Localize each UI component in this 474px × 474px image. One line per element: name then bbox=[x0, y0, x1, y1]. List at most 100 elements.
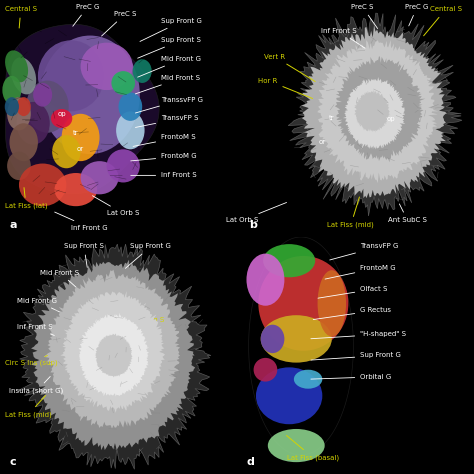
Ellipse shape bbox=[263, 244, 315, 277]
Ellipse shape bbox=[81, 43, 133, 90]
Text: or: or bbox=[77, 146, 84, 152]
Polygon shape bbox=[95, 333, 133, 377]
Ellipse shape bbox=[33, 83, 52, 107]
Ellipse shape bbox=[116, 111, 145, 149]
Polygon shape bbox=[44, 270, 180, 429]
Ellipse shape bbox=[5, 50, 28, 82]
Text: FrontoM S: FrontoM S bbox=[133, 135, 196, 146]
Text: Sup Front G: Sup Front G bbox=[125, 244, 171, 268]
Polygon shape bbox=[354, 91, 391, 133]
Ellipse shape bbox=[268, 429, 325, 462]
Text: PreC G: PreC G bbox=[73, 4, 99, 26]
Ellipse shape bbox=[246, 254, 284, 306]
Polygon shape bbox=[301, 25, 447, 198]
Text: Inf Front S: Inf Front S bbox=[131, 173, 197, 178]
Text: op: op bbox=[57, 111, 66, 117]
Text: Sup Front G: Sup Front G bbox=[140, 18, 202, 41]
Text: tr: tr bbox=[329, 116, 335, 121]
Text: Cing S: Cing S bbox=[121, 317, 164, 323]
Ellipse shape bbox=[256, 367, 322, 424]
Ellipse shape bbox=[52, 135, 81, 168]
Ellipse shape bbox=[7, 97, 31, 130]
Ellipse shape bbox=[38, 40, 104, 111]
Text: Inf Front G: Inf Front G bbox=[55, 212, 108, 230]
Ellipse shape bbox=[5, 97, 19, 116]
Ellipse shape bbox=[40, 36, 140, 154]
Ellipse shape bbox=[51, 109, 72, 128]
Text: b: b bbox=[249, 220, 257, 230]
Text: Sup Front G: Sup Front G bbox=[311, 353, 401, 360]
Text: Circ S Ins (sup): Circ S Ins (sup) bbox=[5, 356, 57, 366]
Text: op: op bbox=[387, 116, 395, 121]
Text: Lat Fiss (mid): Lat Fiss (mid) bbox=[328, 197, 374, 228]
Text: Inf Front S: Inf Front S bbox=[17, 324, 55, 336]
Text: Sup Front S: Sup Front S bbox=[64, 244, 104, 267]
Text: PreC S: PreC S bbox=[351, 4, 378, 28]
Ellipse shape bbox=[111, 71, 135, 95]
Ellipse shape bbox=[118, 92, 142, 121]
Ellipse shape bbox=[26, 81, 69, 133]
Ellipse shape bbox=[19, 164, 66, 206]
Text: Central S: Central S bbox=[424, 7, 462, 36]
Text: Lat Fiss (mid): Lat Fiss (mid) bbox=[5, 395, 52, 418]
Text: Mid Front G: Mid Front G bbox=[17, 298, 59, 311]
Text: d: d bbox=[246, 457, 255, 467]
Ellipse shape bbox=[17, 97, 31, 116]
Polygon shape bbox=[317, 40, 438, 183]
Text: Lat Fiss (lat): Lat Fiss (lat) bbox=[5, 188, 47, 210]
Text: TranssvFP G: TranssvFP G bbox=[136, 97, 203, 113]
Text: G Rectus: G Rectus bbox=[313, 308, 391, 319]
Polygon shape bbox=[79, 313, 149, 397]
Ellipse shape bbox=[9, 123, 38, 161]
Text: Lat Fiss (basal): Lat Fiss (basal) bbox=[287, 436, 339, 461]
Text: Mid Front S: Mid Front S bbox=[40, 270, 79, 287]
Text: Inf Front S: Inf Front S bbox=[321, 28, 365, 48]
Text: or: or bbox=[319, 139, 326, 145]
Text: c: c bbox=[9, 457, 16, 467]
Text: "H-shaped" S: "H-shaped" S bbox=[311, 331, 406, 339]
Polygon shape bbox=[31, 260, 195, 450]
Text: Orbital G: Orbital G bbox=[311, 374, 392, 380]
Text: Vert R: Vert R bbox=[264, 54, 315, 82]
Text: Central S: Central S bbox=[5, 7, 37, 28]
Ellipse shape bbox=[81, 161, 118, 194]
Text: PreC G: PreC G bbox=[405, 4, 429, 26]
Polygon shape bbox=[60, 291, 165, 413]
Ellipse shape bbox=[11, 57, 36, 94]
Ellipse shape bbox=[318, 270, 346, 337]
Ellipse shape bbox=[261, 325, 284, 353]
Text: Ant SubC S: Ant SubC S bbox=[388, 204, 427, 223]
Ellipse shape bbox=[254, 358, 277, 382]
Text: Cing G: Cing G bbox=[123, 340, 161, 358]
Text: TransvFP S: TransvFP S bbox=[136, 116, 199, 128]
Ellipse shape bbox=[62, 114, 100, 161]
Text: tr: tr bbox=[73, 130, 79, 136]
Polygon shape bbox=[18, 244, 211, 469]
Text: Olfact S: Olfact S bbox=[318, 286, 388, 298]
Text: a: a bbox=[9, 220, 17, 230]
Ellipse shape bbox=[294, 370, 322, 389]
Ellipse shape bbox=[261, 315, 332, 363]
Text: Mid Front G: Mid Front G bbox=[137, 56, 201, 77]
Polygon shape bbox=[6, 24, 159, 194]
Text: Insula (short G): Insula (short G) bbox=[9, 376, 64, 394]
Polygon shape bbox=[343, 77, 405, 150]
Ellipse shape bbox=[133, 59, 152, 83]
Text: PreC S: PreC S bbox=[101, 11, 136, 36]
Ellipse shape bbox=[258, 256, 348, 351]
Text: TransvFP G: TransvFP G bbox=[330, 244, 399, 260]
Text: Lat Orb S: Lat Orb S bbox=[92, 196, 139, 216]
Text: Lat Orb S: Lat Orb S bbox=[226, 202, 287, 223]
Polygon shape bbox=[335, 56, 425, 162]
Ellipse shape bbox=[17, 102, 50, 145]
Polygon shape bbox=[288, 13, 462, 216]
Text: Mid Front S: Mid Front S bbox=[136, 75, 200, 94]
Ellipse shape bbox=[107, 149, 140, 182]
Text: FrontoM G: FrontoM G bbox=[325, 265, 396, 279]
Ellipse shape bbox=[2, 76, 21, 104]
Text: Sup Front S: Sup Front S bbox=[137, 37, 201, 58]
Ellipse shape bbox=[7, 152, 31, 180]
Text: FrontoM G: FrontoM G bbox=[131, 154, 197, 161]
Text: Hor R: Hor R bbox=[258, 78, 313, 99]
Ellipse shape bbox=[55, 173, 97, 206]
